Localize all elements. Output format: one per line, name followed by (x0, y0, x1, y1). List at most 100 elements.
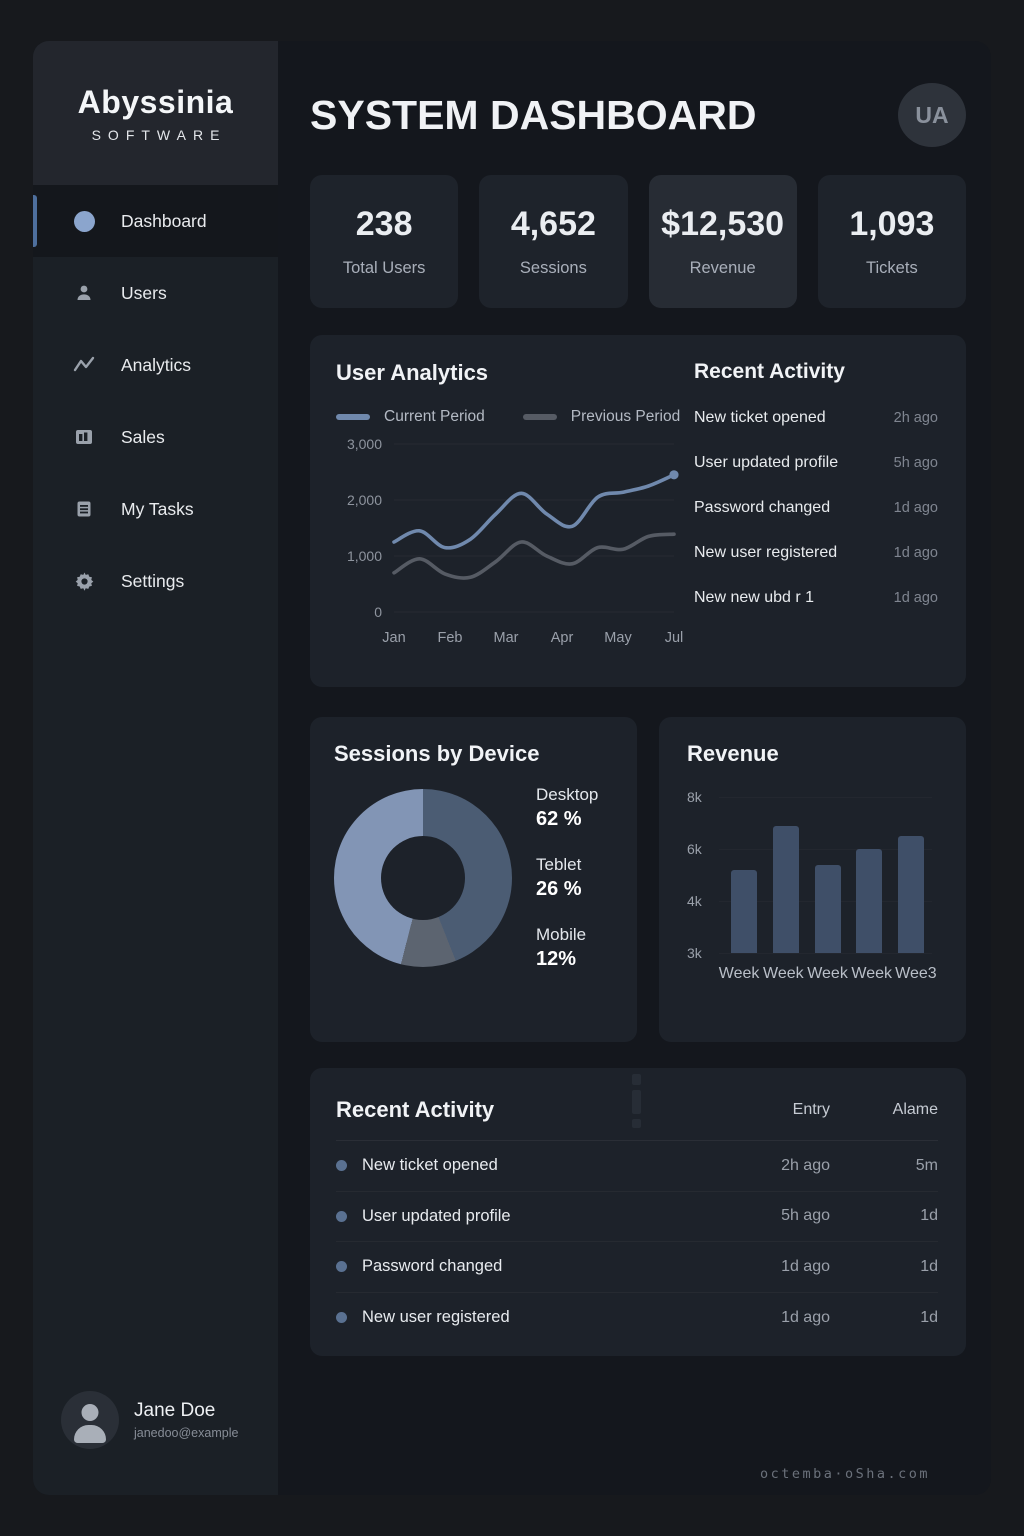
stat-label: Sessions (519, 259, 587, 277)
activity-item: New user registered 1d ago (694, 544, 938, 562)
sidebar-item-label: Users (121, 282, 167, 303)
page-title: SYSTEM DASHBOARD (310, 91, 757, 138)
gridline (719, 953, 932, 954)
x-tick-label: Jul (665, 630, 684, 646)
x-tick-label: Jan (382, 630, 405, 646)
bar-chart: 8k 6k 4k 3k (687, 789, 932, 961)
user-name: Jane Doe (134, 1400, 216, 1421)
donut-legend-label: Desktop (536, 785, 599, 804)
sessions-by-device-card: Sessions by Device Desktop 62 % Teblet 26 %… (310, 717, 637, 1042)
x-tick-label: Wee3 (895, 965, 937, 982)
donut-legend-pct: 26 % (536, 878, 582, 900)
column-header-alame: Alame (892, 1101, 938, 1118)
table-row: Password changed 1d ago 1d (336, 1242, 938, 1293)
row-alame-value: 1d (920, 1257, 938, 1275)
activity-item: New new ubd r 1 1d ago (694, 589, 938, 607)
activity-label: Password changed (694, 499, 831, 516)
brand-subtitle: SOFTWARE (91, 126, 227, 143)
activity-table-header: Recent Activity Entry Alame (336, 1086, 938, 1134)
sidebar-user[interactable]: Jane Doe janedoo@example (33, 1391, 278, 1495)
activity-label: New new ubd r 1 (694, 589, 815, 606)
columns-chart-icon (73, 426, 95, 448)
brand-name: Abyssinia (77, 83, 234, 120)
revenue-title: Revenue (687, 741, 779, 766)
gridline (719, 849, 932, 850)
sessions-title: Sessions by Device (334, 741, 540, 766)
bar-week-4 (856, 849, 883, 953)
row-alame-value: 5m (915, 1156, 938, 1174)
sidebar: Abyssinia SOFTWARE Dashboard Users Analyti… (33, 41, 278, 1495)
row-entry-time: 5h ago (781, 1207, 830, 1225)
activity-label: New ticket opened (694, 409, 826, 426)
row-label: New user registered (362, 1308, 510, 1327)
series-current-period (392, 473, 676, 550)
stat-card-revenue: $12,530 Revenue (648, 175, 797, 308)
bar-week-5 (898, 836, 925, 953)
sidebar-item-analytics[interactable]: Analytics (33, 329, 278, 401)
legend-item: Previous Period (522, 408, 681, 426)
y-tick-label: 3k (687, 945, 702, 961)
stat-label: Total Users (342, 259, 426, 277)
activity-table-card: Recent Activity Entry Alame New ticket o… (310, 1068, 966, 1356)
row-bullet-icon (336, 1261, 347, 1273)
legend-label: Previous Period (570, 408, 681, 425)
sidebar-item-label: Settings (121, 570, 185, 591)
stats-row: 238 Total Users 4,652 Sessions $12,530 Revenu… (310, 175, 966, 308)
x-tick-label: Week (763, 965, 804, 982)
chart-legend: Current Period Previous Period (336, 408, 688, 426)
column-header-entry: Entry (792, 1101, 830, 1118)
gear-icon (73, 570, 95, 592)
row-label: New ticket opened (362, 1156, 498, 1175)
donut-legend-item: Desktop 62 % (536, 785, 598, 831)
stat-card-tickets: 1,093 Tickets (817, 175, 966, 308)
y-tick-label: 1,000 (347, 548, 382, 564)
activity-time: 1d ago (893, 500, 938, 516)
donut-chart (334, 789, 512, 967)
stat-label: Tickets (866, 259, 918, 277)
brand-logo: Abyssinia SOFTWARE (33, 41, 278, 185)
bar-week-2 (772, 826, 799, 953)
user-analytics-chart-area: User Analytics Current Period Previous Pe… (336, 360, 688, 667)
legend-label: Current Period (384, 408, 485, 425)
activity-label: User updated profile (694, 454, 839, 471)
donut-hole (381, 836, 465, 920)
footer-watermark: octemba·oSha.com (759, 1466, 930, 1482)
donut-legend-label: Mobile (536, 925, 587, 944)
user-analytics-card: User Analytics Current Period Previous Pe… (310, 335, 966, 687)
sidebar-item-my-tasks[interactable]: My Tasks (33, 473, 278, 545)
bar-week-3 (814, 865, 841, 953)
stat-value: 1,093 (849, 205, 935, 243)
donut-legend-item: Teblet 26 % (536, 855, 598, 901)
row-label: Password changed (362, 1257, 503, 1276)
series-end-dot (669, 470, 679, 480)
recent-activity-panel: Recent Activity New ticket opened 2h ago U… (688, 360, 938, 667)
recent-activity-list: New ticket opened 2h ago User updated prof… (694, 409, 938, 607)
y-tick-label: 0 (374, 604, 382, 620)
activity-table-body: New ticket opened 2h ago 5m User updated pr… (336, 1141, 938, 1343)
legend-item: Current Period (336, 408, 485, 426)
stat-card-total-users: 238 Total Users (310, 175, 459, 308)
row-entry-time: 1d ago (781, 1257, 830, 1275)
sidebar-item-label: Analytics (121, 354, 192, 375)
activity-label: New user registered (694, 544, 838, 561)
user-analytics-title: User Analytics (336, 360, 489, 385)
dashboard-dot-icon (73, 210, 95, 232)
legend-swatch (522, 414, 557, 420)
sidebar-item-sales[interactable]: Sales (33, 401, 278, 473)
row-entry-time: 1d ago (781, 1308, 830, 1326)
sidebar-item-dashboard[interactable]: Dashboard (33, 185, 278, 257)
header-avatar[interactable]: UA (898, 83, 966, 147)
donut-legend-item: Mobile 12% (536, 925, 598, 971)
row-bullet-icon (336, 1210, 347, 1222)
sidebar-item-users[interactable]: Users (33, 257, 278, 329)
activity-time: 5h ago (893, 455, 938, 471)
sidebar-item-settings[interactable]: Settings (33, 545, 278, 617)
sidebar-item-label: Dashboard (121, 210, 207, 231)
activity-item: New ticket opened 2h ago (694, 409, 938, 427)
stat-value: 4,652 (510, 205, 596, 243)
y-tick-label: 3,000 (347, 436, 382, 452)
stat-card-sessions: 4,652 Sessions (479, 175, 628, 308)
user-avatar-icon (61, 1391, 119, 1449)
app-window: Abyssinia SOFTWARE Dashboard Users Analyti… (33, 41, 991, 1495)
donut-legend-label: Teblet (536, 855, 582, 874)
